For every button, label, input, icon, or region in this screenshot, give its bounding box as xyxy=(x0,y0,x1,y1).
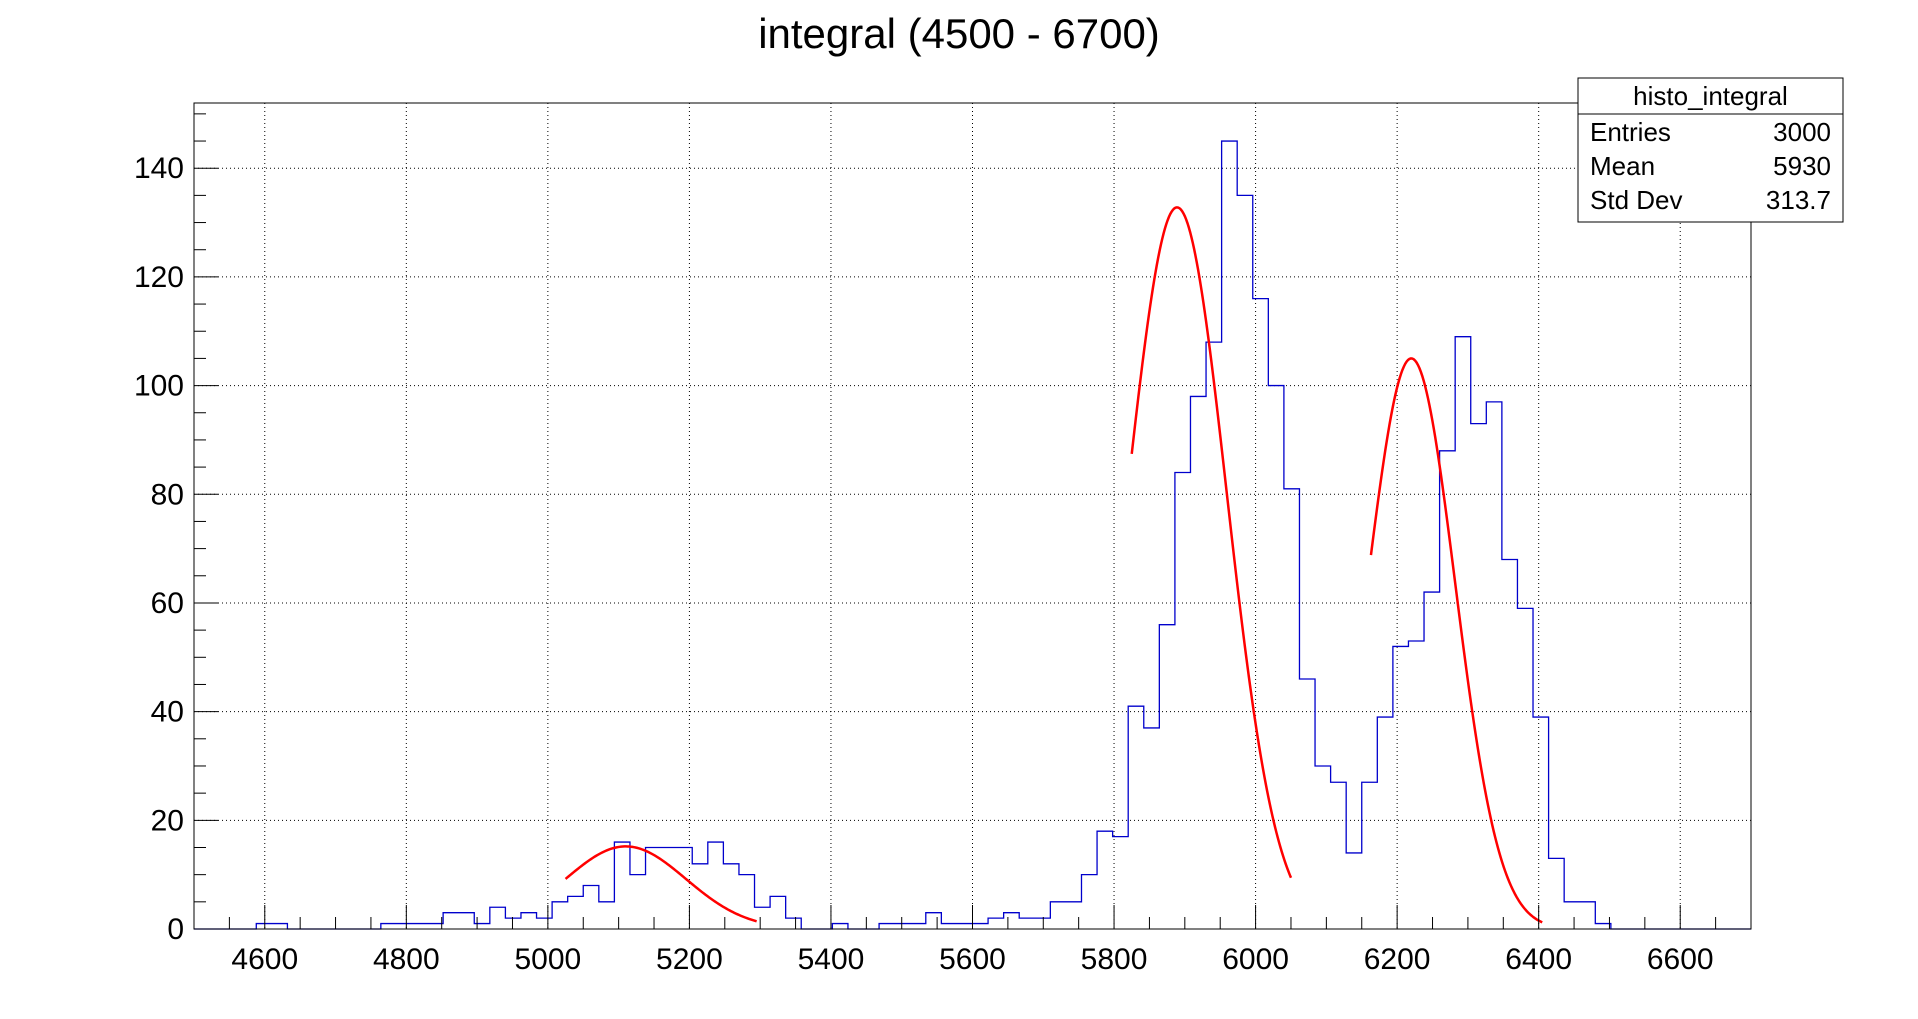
stats-row-label: Std Dev xyxy=(1590,185,1683,215)
x-tick-label: 6000 xyxy=(1222,943,1289,976)
x-tick-label: 5600 xyxy=(939,943,1006,976)
x-tick-label: 6200 xyxy=(1364,943,1431,976)
histogram-series xyxy=(194,140,1751,930)
stats-row-value: 3000 xyxy=(1773,117,1831,147)
fit-curve xyxy=(1130,206,1293,879)
stats-row-value: 313.7 xyxy=(1766,185,1831,215)
x-tick-label: 4600 xyxy=(231,943,298,976)
y-tick-label: 60 xyxy=(151,587,184,620)
y-tick-label: 40 xyxy=(151,696,184,729)
fit-curves xyxy=(564,206,1543,924)
stats-row-label: Entries xyxy=(1590,117,1671,147)
fit-curve xyxy=(564,845,757,923)
histogram-outline xyxy=(194,140,1751,930)
stats-row-label: Mean xyxy=(1590,151,1655,181)
x-tick-label: 5800 xyxy=(1081,943,1148,976)
y-tick-label: 140 xyxy=(134,152,184,185)
grid xyxy=(194,103,1751,930)
stats-box: histo_integral Entries 3000 Mean 5930 Std Dev… xyxy=(1577,77,1844,223)
x-tick-label: 6400 xyxy=(1505,943,1572,976)
stats-row-value: 5930 xyxy=(1773,151,1831,181)
axes: 4600 4800 5000 5200 5400 5600 5800 6000 6200 6400… xyxy=(134,113,1752,976)
fit-curve xyxy=(1369,357,1543,924)
y-tick-label: 100 xyxy=(134,370,184,403)
stats-box-frame xyxy=(1577,77,1844,223)
y-tick-label: 80 xyxy=(151,478,184,511)
y-tick-label: 20 xyxy=(151,804,184,837)
chart-title: integral (4500 - 6700) xyxy=(758,10,1160,57)
x-tick-label: 6600 xyxy=(1647,943,1714,976)
stats-box-title: histo_integral xyxy=(1633,81,1788,111)
x-tick-label: 5400 xyxy=(798,943,865,976)
x-tick-label: 5200 xyxy=(656,943,723,976)
x-tick-label: 5000 xyxy=(514,943,581,976)
y-tick-label: 120 xyxy=(134,261,184,294)
y-tick-label: 0 xyxy=(167,913,184,946)
x-tick-label: 4800 xyxy=(373,943,440,976)
